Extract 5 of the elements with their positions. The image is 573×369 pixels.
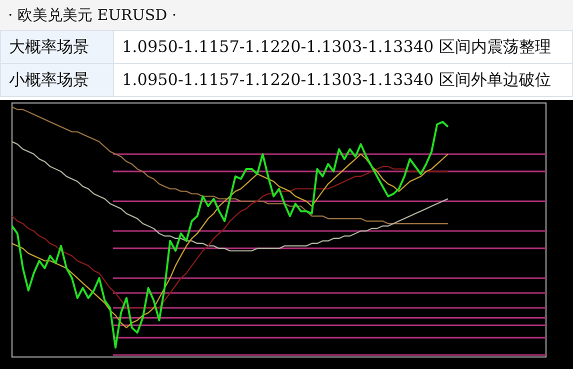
chart-title: · 欧美兑美元 EURUSD ·: [0, 0, 573, 30]
text: 1.0950-1.1157-1.1220-1.1303-1.13340 区间内震荡整理: [114, 30, 572, 64]
text: 1.0950-1.1157-1.1220-1.1303-1.13340 区间外单边破位: [114, 64, 572, 96]
text: 大概率场景: [0, 30, 114, 64]
text: 小概率场景: [0, 64, 114, 96]
